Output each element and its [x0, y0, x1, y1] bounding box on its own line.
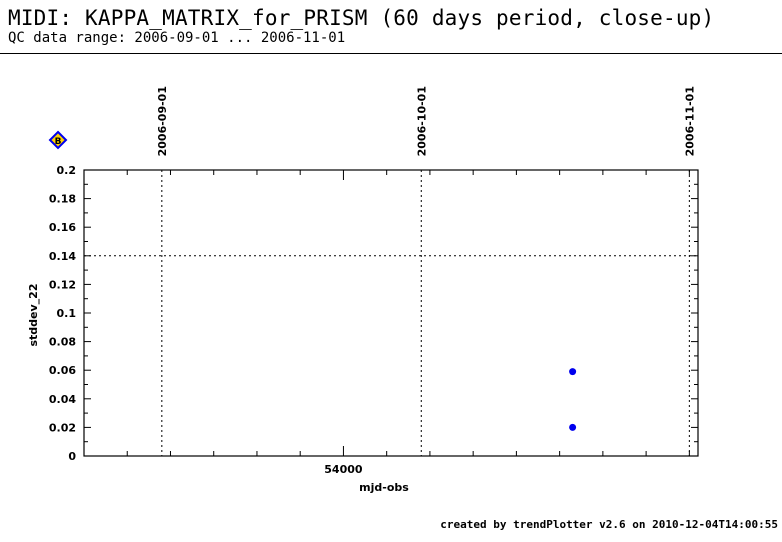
- y-tick-label: 0.04: [49, 393, 76, 406]
- date-marker-label: 2006-09-01: [156, 86, 169, 156]
- y-tick-label: 0.16: [49, 221, 76, 234]
- x-tick-label: 54000: [324, 463, 363, 476]
- chart-subtitle: QC data range: 2006-09-01 ... 2006-11-01: [8, 30, 346, 46]
- y-tick-label: 0.06: [49, 364, 76, 377]
- date-marker-label: 2006-11-01: [683, 86, 696, 156]
- legend-marker-label: B: [55, 137, 62, 147]
- legend-marker-icon: [48, 130, 68, 150]
- y-tick-label: 0.14: [49, 250, 76, 263]
- y-tick-label: 0.1: [57, 307, 77, 320]
- header-divider: [0, 53, 782, 54]
- data-point: [569, 423, 577, 431]
- date-marker-label: 2006-10-01: [415, 86, 428, 156]
- y-tick-label: 0.08: [49, 336, 76, 349]
- chart-title: MIDI: KAPPA_MATRIX_for_PRISM (60 days pe…: [8, 6, 715, 30]
- plot-frame: [83, 169, 699, 457]
- y-tick-label: 0.02: [49, 421, 76, 434]
- y-tick-label: 0.18: [49, 193, 76, 206]
- y-tick-label: 0.12: [49, 278, 76, 291]
- x-axis-label: mjd-obs: [359, 481, 409, 494]
- y-tick-label: 0: [68, 450, 76, 463]
- footer-credit: created by trendPlotter v2.6 on 2010-12-…: [440, 518, 778, 531]
- data-point: [569, 368, 577, 376]
- y-axis-label: stddev_22: [27, 284, 40, 347]
- chart-header: MIDI: KAPPA_MATRIX_for_PRISM (60 days pe…: [8, 6, 780, 46]
- y-tick-label: 0.2: [57, 164, 77, 177]
